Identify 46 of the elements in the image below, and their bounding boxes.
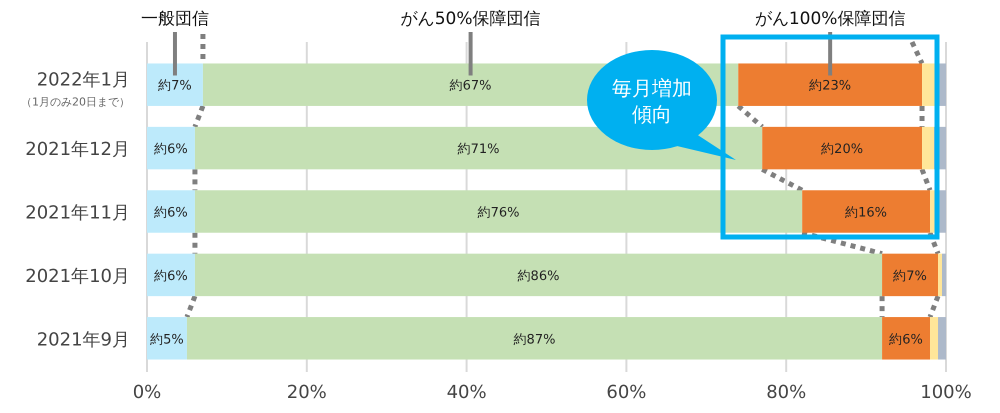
x-tick-label: 0% xyxy=(132,382,162,403)
data-label: 約6% xyxy=(154,206,188,220)
data-label: 約71% xyxy=(458,142,500,158)
bar xyxy=(194,254,882,296)
bar xyxy=(938,317,946,360)
data-label: 約7% xyxy=(158,78,192,94)
data-label: 約67% xyxy=(450,78,492,94)
x-tick-label: 80% xyxy=(766,382,806,403)
annotation: 傾向 xyxy=(632,102,672,126)
data-label: 約6% xyxy=(154,268,188,284)
text: がん50%保障団信 xyxy=(400,9,540,29)
y-tick-label: 2021年10月 xyxy=(25,266,130,287)
data-label: 約23% xyxy=(809,78,852,94)
x-tick-label: 40% xyxy=(446,382,487,403)
y-tick-label: 2021年12月 xyxy=(25,139,130,160)
text: 一般団信 xyxy=(140,9,209,29)
bar xyxy=(882,317,930,360)
text: （1月のみ20日まで） xyxy=(21,96,130,109)
text: がん100%保障団信 xyxy=(754,9,906,29)
bar xyxy=(738,63,922,106)
data-label: 約6% xyxy=(154,142,188,158)
y-tick-label: 2022年1月 xyxy=(36,70,130,91)
annotation: 毎月増加 xyxy=(612,76,692,100)
data-label: 約5% xyxy=(150,332,184,348)
y-tick-label: 2021年11月 xyxy=(25,202,130,224)
data-label: 約87% xyxy=(514,332,556,348)
data-label: 約7% xyxy=(893,268,927,284)
data-label: 約16% xyxy=(845,206,888,220)
bar xyxy=(147,190,195,233)
x-tick-label: 60% xyxy=(606,382,646,403)
data-label: 約86% xyxy=(518,268,560,284)
y-tick-label: 2021年9月 xyxy=(36,329,130,350)
bar xyxy=(762,126,922,170)
data-label: 約76% xyxy=(478,206,520,220)
x-tick-label: 100% xyxy=(920,382,972,403)
bar xyxy=(147,126,195,170)
bar xyxy=(147,254,195,296)
bar xyxy=(186,317,882,360)
bar xyxy=(147,317,187,360)
bar xyxy=(147,63,203,106)
data-label: 約20% xyxy=(821,142,864,158)
bar xyxy=(882,254,938,296)
data-label: 約6% xyxy=(889,332,923,348)
bar xyxy=(942,254,946,296)
x-tick-label: 20% xyxy=(286,382,327,403)
bar xyxy=(194,190,802,233)
